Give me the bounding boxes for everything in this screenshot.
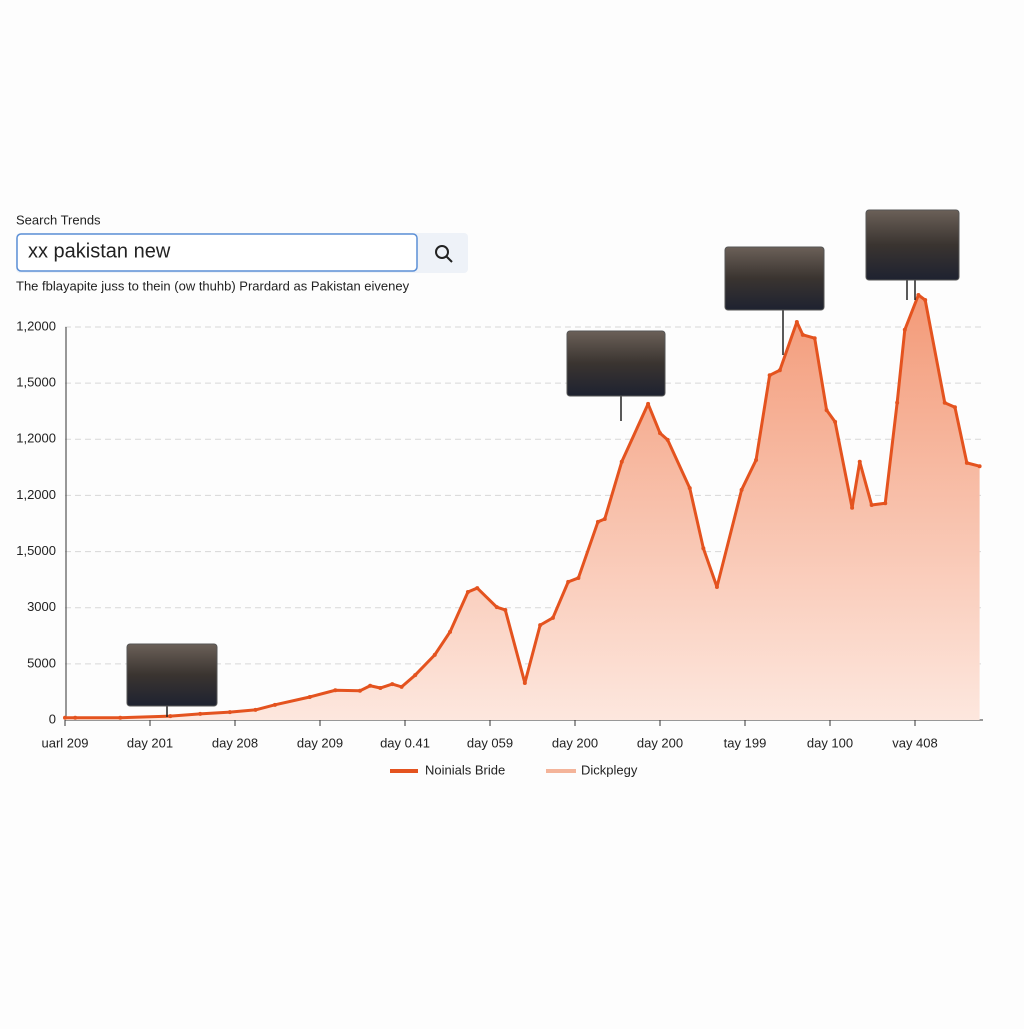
y-tick-label: 1,5000 [16, 375, 56, 390]
x-tick-label: day 0.41 [380, 735, 430, 750]
point [399, 684, 404, 689]
point [307, 694, 312, 699]
point [595, 519, 600, 524]
y-tick-label: 0 [49, 711, 56, 726]
point [767, 373, 772, 378]
point [390, 682, 395, 687]
point [812, 336, 817, 341]
search-input[interactable] [16, 233, 418, 272]
point [118, 715, 123, 720]
point [833, 419, 838, 424]
search-label: Search Trends [16, 212, 101, 227]
point [333, 688, 338, 693]
x-tick-label: vay 408 [892, 735, 938, 750]
point [777, 368, 782, 373]
point [857, 459, 862, 464]
point [701, 546, 706, 551]
point [475, 586, 480, 591]
point [619, 459, 624, 464]
point [272, 702, 277, 707]
y-tick-label: 5000 [27, 655, 56, 670]
point [522, 680, 527, 685]
chart-subtitle: The fblayapite juss to thein (ow thuhb) … [16, 278, 410, 293]
point [538, 623, 543, 628]
y-tick-label: 1,2000 [16, 431, 56, 446]
point [432, 652, 437, 657]
point [665, 437, 670, 442]
point [800, 332, 805, 337]
point [658, 431, 662, 436]
point [916, 292, 921, 297]
point [754, 458, 759, 463]
point [168, 714, 173, 719]
point [824, 408, 829, 413]
point [357, 688, 362, 693]
x-tick-label: uarl 209 [42, 735, 89, 750]
y-tick-label: 1,2000 [16, 318, 56, 333]
point [902, 327, 907, 332]
x-tick-label: day 209 [297, 735, 343, 750]
point [576, 575, 581, 580]
legend-label: Dickplegy [581, 762, 638, 777]
x-tick-label: day 200 [552, 735, 598, 750]
point [503, 607, 508, 612]
point [550, 615, 555, 620]
point [895, 400, 900, 405]
point [977, 464, 982, 469]
point [952, 405, 957, 410]
legend-label: Noinials Bride [425, 762, 505, 777]
point [73, 715, 78, 720]
point [566, 579, 571, 584]
y-tick-label: 1,2000 [16, 487, 56, 502]
x-tick-label: day 059 [467, 735, 513, 750]
area-fill [65, 294, 980, 720]
point [964, 460, 969, 465]
point [794, 319, 799, 324]
x-tick-label: day 100 [807, 735, 853, 750]
point [448, 629, 453, 634]
point [465, 589, 470, 594]
point [198, 711, 203, 716]
search-button[interactable] [435, 245, 453, 263]
point [850, 505, 855, 510]
point [739, 487, 744, 492]
point [227, 710, 232, 715]
point [714, 584, 719, 589]
point [687, 486, 692, 491]
point [602, 517, 607, 522]
point [494, 605, 499, 610]
photo-callouts [126, 209, 960, 717]
point [413, 673, 418, 678]
point [368, 683, 373, 688]
point [63, 715, 67, 720]
point [378, 685, 383, 690]
point [869, 502, 874, 507]
x-tick-label: tay 199 [724, 735, 767, 750]
point [942, 400, 947, 405]
y-tick-label: 1,5000 [16, 543, 56, 558]
point [253, 707, 258, 712]
search-query: xx pakistan new [28, 240, 171, 262]
y-tick-label: 3000 [27, 599, 56, 614]
x-tick-label: day 200 [637, 735, 683, 750]
point [883, 501, 888, 506]
x-tick-label: day 208 [212, 735, 258, 750]
x-tick-label: day 201 [127, 735, 173, 750]
point [923, 298, 928, 303]
point [646, 401, 651, 406]
